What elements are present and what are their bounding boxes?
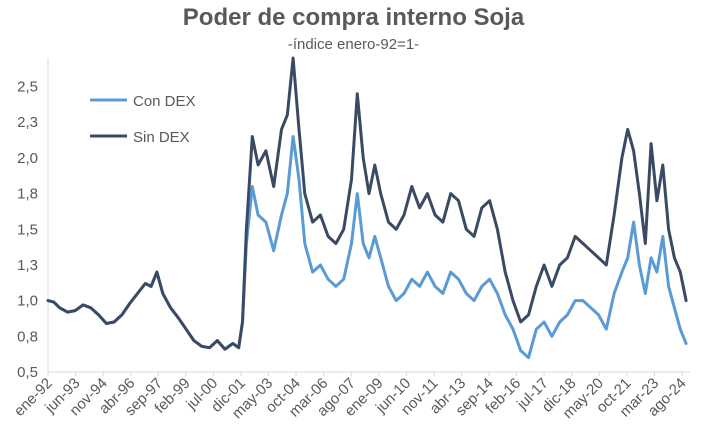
legend-label: Sin DEX [133,129,190,146]
chart-subtitle: -índice enero-92=1- [287,36,420,53]
y-tick-label: 0,8 [17,328,38,345]
y-tick-label: 2,5 [17,79,38,96]
chart-title: Poder de compra interno Soja [182,4,525,31]
y-tick-label: 1,0 [17,293,38,310]
series-line-con-dex [46,135,688,360]
y-tick-label: 2,3 [17,114,38,131]
legend-label: Con DEX [133,93,196,110]
y-tick-label: 1,8 [17,186,38,203]
y-tick-label: 1,3 [17,257,38,274]
y-tick-label: 1,5 [17,221,38,238]
series-line-sin-dex [46,56,688,351]
y-tick-label: 0,5 [17,364,38,381]
y-tick-label: 2,0 [17,150,38,167]
